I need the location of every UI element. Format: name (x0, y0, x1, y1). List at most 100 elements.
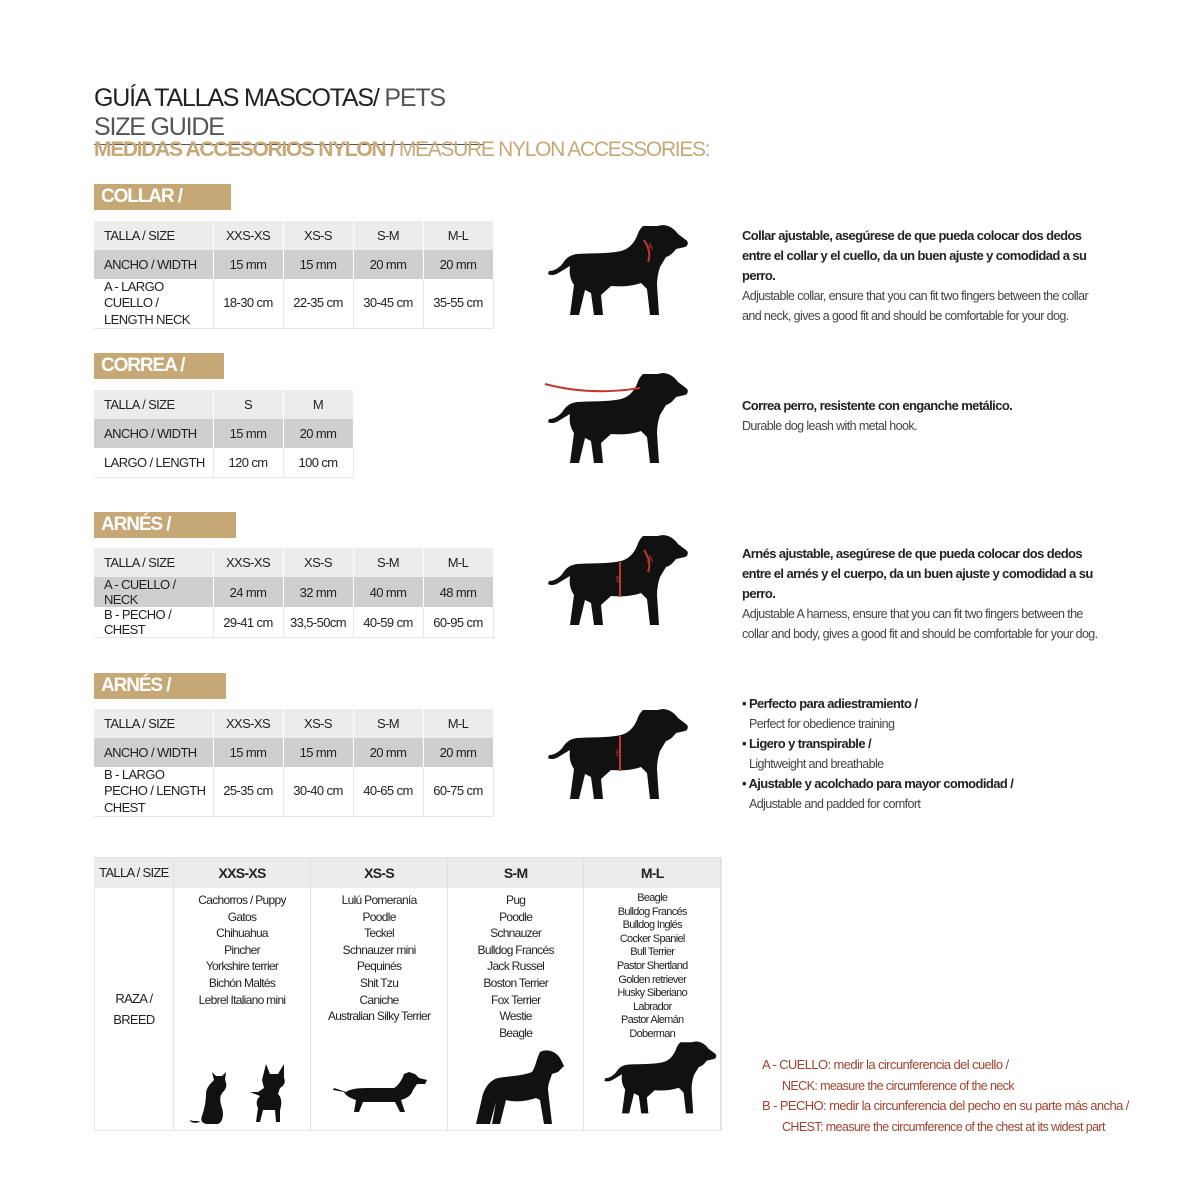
row-label: ANCHO / WIDTH (94, 738, 214, 767)
cell: 60-95 cm (423, 607, 494, 638)
breed-item: Jack Russel (487, 959, 545, 974)
breed-body-row: RAZA / BREED Cachorros / Puppy Gatos Chihua… (95, 888, 721, 1130)
table-row: ANCHO / WIDTH 15 mm 15 mm 20 mm 20 mm (94, 250, 494, 279)
breed-item: Poodle (362, 909, 397, 924)
header-cell: S-M (353, 221, 424, 250)
breed-item: Pug (506, 893, 526, 907)
cell: 48 mm (423, 577, 494, 607)
size-header: S-M (448, 858, 585, 888)
desc-en: Adjustable collar, ensure that you can f… (742, 289, 1089, 323)
note-chest-en: CHEST: measure the circumference of the … (782, 1119, 1105, 1134)
cell: 35-55 cm (423, 279, 494, 329)
breed-item: Labrador (633, 1000, 672, 1013)
collar-tag: COLLAR / COLLAR (94, 184, 231, 229)
breed-table: TALLA / SIZE XXS-XS XS-S S-M M-L RAZA / B… (94, 857, 722, 1131)
cell: 15 mm (283, 738, 354, 767)
header-cell: M-L (423, 709, 494, 738)
subtitle-es: MEDIDAS ACCESORIOS NYLON / (94, 138, 396, 161)
dog-leash-icon (544, 370, 690, 470)
feature-en: Adjustable and padded for comfort (749, 797, 921, 811)
breed-item: Doberman (629, 1027, 676, 1040)
row-label: LARGO / LENGTH (94, 448, 214, 478)
petral-features: • Perfecto para adiestramiento / Perfect … (742, 694, 1102, 814)
row-label: A - CUELLO / NECK (94, 577, 214, 607)
doberman-icon (604, 1041, 717, 1114)
dachshund-icon (333, 1072, 428, 1112)
breed-item: Pincher (224, 942, 260, 957)
breed-label-es: RAZA / (115, 991, 153, 1006)
breed-item: Schnauzer (490, 926, 542, 941)
cell: 20 mm (423, 738, 494, 767)
header-cell: XS-S (283, 709, 354, 738)
header-cell: TALLA / SIZE (94, 221, 214, 250)
marker-b: B (616, 749, 621, 758)
cell: 40-65 cm (353, 767, 424, 817)
header-cell: M-L (423, 221, 494, 250)
breed-col: Beagle Bulldog Francés Bulldog Inglés Cocke… (584, 888, 721, 1130)
leash-tag: CORREA / LEASH (94, 353, 224, 398)
cell: 15 mm (283, 250, 354, 279)
harness-description: Arnés ajustable, asegúrese de que pueda … (742, 544, 1102, 644)
cell: 33,5-50cm (283, 607, 354, 638)
breed-item: Boston Terrier (483, 975, 548, 990)
table-row: LARGO / LENGTH 120 cm 100 cm (94, 448, 354, 478)
breed-item: Teckel (364, 926, 395, 941)
breed-item: Pequinés (356, 959, 402, 974)
note-neck-en: NECK: measure the circumference of the n… (782, 1078, 1015, 1093)
petral-tag: ARNÉS / PETRAL (94, 673, 226, 718)
table-row: A - LARGO CUELLO / LENGTH NECK 18-30 cm 22… (94, 279, 494, 329)
row-label: B - LARGO PECHO / LENGTH CHEST (94, 767, 214, 817)
breed-item: Gatos (227, 909, 257, 924)
dog-collar-icon: A (540, 222, 690, 322)
size-label: TALLA / SIZE (95, 858, 174, 888)
breed-item: Bulldog Inglés (622, 919, 683, 932)
cell: 60-75 cm (423, 767, 494, 817)
breed-item: Golden retriever (618, 973, 687, 986)
breed-item: Pastor Alemán (620, 1014, 684, 1027)
row-label: B - PECHO / CHEST (94, 607, 214, 638)
table-header-row: TALLA / SIZE S M (94, 390, 354, 419)
breed-item: Chihuahua (216, 926, 268, 941)
feature-en: Perfect for obedience training (749, 717, 895, 731)
table-row: A - CUELLO / NECK 24 mm 32 mm 40 mm 48 mm (94, 577, 494, 607)
breed-item: Bulldog Francés (617, 905, 688, 918)
header-cell: M (283, 390, 354, 419)
header-cell: XXS-XS (213, 221, 284, 250)
breed-item: Beagle (637, 892, 668, 904)
breed-item: Bull Terrier (630, 946, 675, 959)
collar-table: TALLA / SIZE XXS-XS XS-S S-M M-L ANCHO / WID… (94, 221, 494, 329)
petral-table: TALLA / SIZE XXS-XS XS-S S-M M-L ANCHO / WID… (94, 709, 494, 817)
cell: 100 cm (283, 448, 354, 478)
header-cell: M-L (423, 548, 494, 577)
collar-description: Collar ajustable, asegúrese de que pueda… (742, 226, 1102, 326)
tag-es: ARNÉS / (101, 675, 171, 696)
breed-item: Schnauzer mini (342, 942, 417, 957)
cell: 15 mm (213, 419, 284, 448)
cell: 120 cm (213, 448, 284, 478)
header-cell: TALLA / SIZE (94, 548, 214, 577)
table-row: ANCHO / WIDTH 15 mm 20 mm (94, 419, 354, 448)
marker-b: B (616, 575, 621, 584)
page-title: GUÍA TALLAS MASCOTAS/ PETS SIZE GUIDE (94, 84, 484, 145)
breed-item: Bichón Maltés (208, 975, 276, 990)
breed-item: Husky Siberiano (617, 987, 688, 1000)
breed-item: Lulú Pomeranía (341, 893, 418, 907)
cell: 20 mm (423, 250, 494, 279)
cell: 20 mm (283, 419, 354, 448)
breed-item: Beagle (499, 1025, 533, 1040)
size-header: XXS-XS (174, 858, 312, 888)
row-label: ANCHO / WIDTH (94, 419, 214, 448)
cell: 22-35 cm (283, 279, 354, 329)
harness-table: TALLA / SIZE XXS-XS XS-S S-M M-L A - CUELLO … (94, 548, 494, 638)
table-header-row: TALLA / SIZE XXS-XS XS-S S-M M-L (94, 709, 494, 738)
cell: 29-41 cm (213, 607, 284, 638)
section-subtitle: MEDIDAS ACCESORIOS NYLON / MEASURE NYLON… (94, 138, 711, 162)
row-label: ANCHO / WIDTH (94, 250, 214, 279)
cell: 24 mm (213, 577, 284, 607)
cat-and-chihuahua-icon (189, 1064, 285, 1124)
breed-item: Bulldog Francés (477, 942, 555, 957)
marker-a: A (647, 554, 653, 564)
desc-es: Collar ajustable, asegúrese de que pueda… (742, 228, 1087, 283)
breed-item: Caniche (359, 992, 400, 1007)
breed-label-en: BREED (113, 1012, 155, 1027)
